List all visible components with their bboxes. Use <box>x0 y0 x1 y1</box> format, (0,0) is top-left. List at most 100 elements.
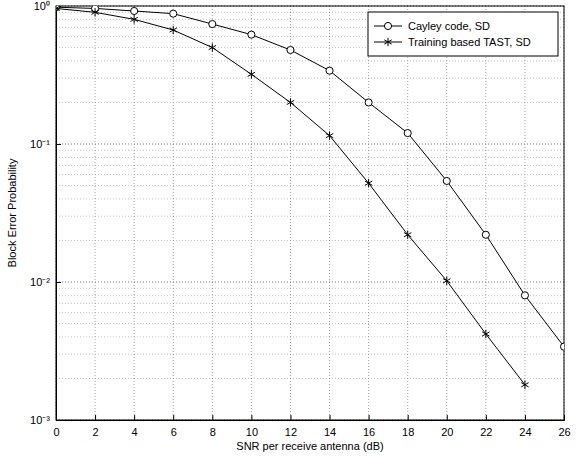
minor-grid-line <box>56 288 564 289</box>
tick-mark <box>56 420 61 421</box>
marker <box>248 31 255 38</box>
marker <box>209 20 216 27</box>
tick-label: 6 <box>171 426 177 438</box>
tick-label: 8 <box>210 426 216 438</box>
marker <box>404 231 411 239</box>
tick: 10 <box>246 415 258 438</box>
marker <box>326 131 333 139</box>
chart: 0246810121416182022242610⁻³10⁻²10⁻¹10⁰SN… <box>0 0 584 456</box>
tick: 10⁻² <box>30 276 61 288</box>
tick: 10⁻³ <box>30 414 61 426</box>
tick: 2 <box>93 415 99 438</box>
tick: 20 <box>441 415 453 438</box>
grid-line <box>251 6 252 420</box>
minor-grid-line <box>56 295 564 296</box>
tick-label: 22 <box>480 426 492 438</box>
minor-grid-line <box>56 323 564 324</box>
tick-label: 10⁻¹ <box>30 138 50 150</box>
tick-label: 12 <box>285 426 297 438</box>
minor-grid-line <box>56 157 564 158</box>
tick-mark <box>56 144 61 145</box>
minor-grid-line <box>56 144 564 145</box>
grid-line <box>173 6 174 420</box>
tick-mark <box>564 415 565 420</box>
grid-line <box>446 6 447 420</box>
series-line <box>56 7 564 346</box>
grid-line <box>407 6 408 420</box>
tick-mark <box>330 415 331 420</box>
minor-grid-line <box>56 240 564 241</box>
minor-grid-line <box>56 303 564 304</box>
minor-grid-line <box>56 282 564 283</box>
plot-frame <box>56 6 564 420</box>
legend: Cayley code, SD Training based TAST, SD <box>368 12 558 56</box>
minor-grid-line <box>56 150 564 151</box>
marker <box>404 130 411 137</box>
legend-label: Training based TAST, SD <box>408 36 531 48</box>
marker <box>287 46 294 53</box>
marker <box>131 7 138 14</box>
tick-label: 10 <box>246 426 258 438</box>
tick: 16 <box>363 415 375 438</box>
marker <box>248 70 255 78</box>
y-axis: 10⁻³ 10⁻² 10⁻¹ 10⁰ <box>30 0 61 426</box>
minor-grid-line <box>56 378 564 379</box>
tick: 8 <box>210 415 216 438</box>
marker <box>443 277 450 285</box>
grid <box>56 6 564 420</box>
marker <box>560 343 564 350</box>
tick-mark <box>290 415 291 420</box>
marker <box>365 99 372 106</box>
tick: 10⁰ <box>34 0 61 12</box>
tick-label: 2 <box>93 426 99 438</box>
grid-line <box>134 6 135 420</box>
marker <box>170 10 177 17</box>
grid-line <box>212 6 213 420</box>
marker <box>521 292 528 299</box>
series-line <box>56 8 525 384</box>
tick-mark <box>369 415 370 420</box>
tick: 10⁻¹ <box>30 138 61 150</box>
minor-grid-line <box>56 354 564 355</box>
tick-label: 10⁻³ <box>30 414 50 426</box>
legend-label: Cayley code, SD <box>408 20 490 32</box>
plot: 0246810121416182022242610⁻³10⁻²10⁻¹10⁰SN… <box>6 0 571 452</box>
tick-mark <box>525 415 526 420</box>
tick-label: 10⁰ <box>34 0 50 12</box>
tick-label: 10⁻² <box>30 276 50 288</box>
tick-mark <box>173 415 174 420</box>
tick-mark <box>408 415 409 420</box>
axis-line <box>57 7 62 421</box>
minor-grid-line <box>56 312 564 313</box>
tick-mark <box>251 415 252 420</box>
tick: 18 <box>402 415 414 438</box>
legend-marker <box>384 22 391 29</box>
series-area <box>56 6 564 389</box>
marker <box>287 98 294 106</box>
x-axis: 02468101214161820222426 <box>53 415 570 438</box>
tick: 14 <box>324 415 336 438</box>
tick: 24 <box>519 415 531 438</box>
minor-grid-line <box>56 102 564 103</box>
legend-box <box>368 12 558 56</box>
legend-marker <box>384 38 391 46</box>
tick-label: 16 <box>363 426 375 438</box>
marker <box>326 67 333 74</box>
minor-grid-line <box>56 174 564 175</box>
marker <box>209 43 216 51</box>
minor-grid-line <box>56 185 564 186</box>
marker <box>91 8 98 16</box>
minor-grid-line <box>56 165 564 166</box>
marker <box>56 6 60 13</box>
tick: 12 <box>285 415 297 438</box>
tick-label: 0 <box>53 426 59 438</box>
tick-label: 14 <box>324 426 336 438</box>
grid-line <box>56 282 564 283</box>
marker <box>130 15 137 23</box>
tick-mark <box>134 415 135 420</box>
tick-label: 4 <box>132 426 138 438</box>
grid-line <box>290 6 291 420</box>
tick-label: 24 <box>519 426 531 438</box>
minor-grid-line <box>56 198 564 199</box>
grid-line <box>368 6 369 420</box>
